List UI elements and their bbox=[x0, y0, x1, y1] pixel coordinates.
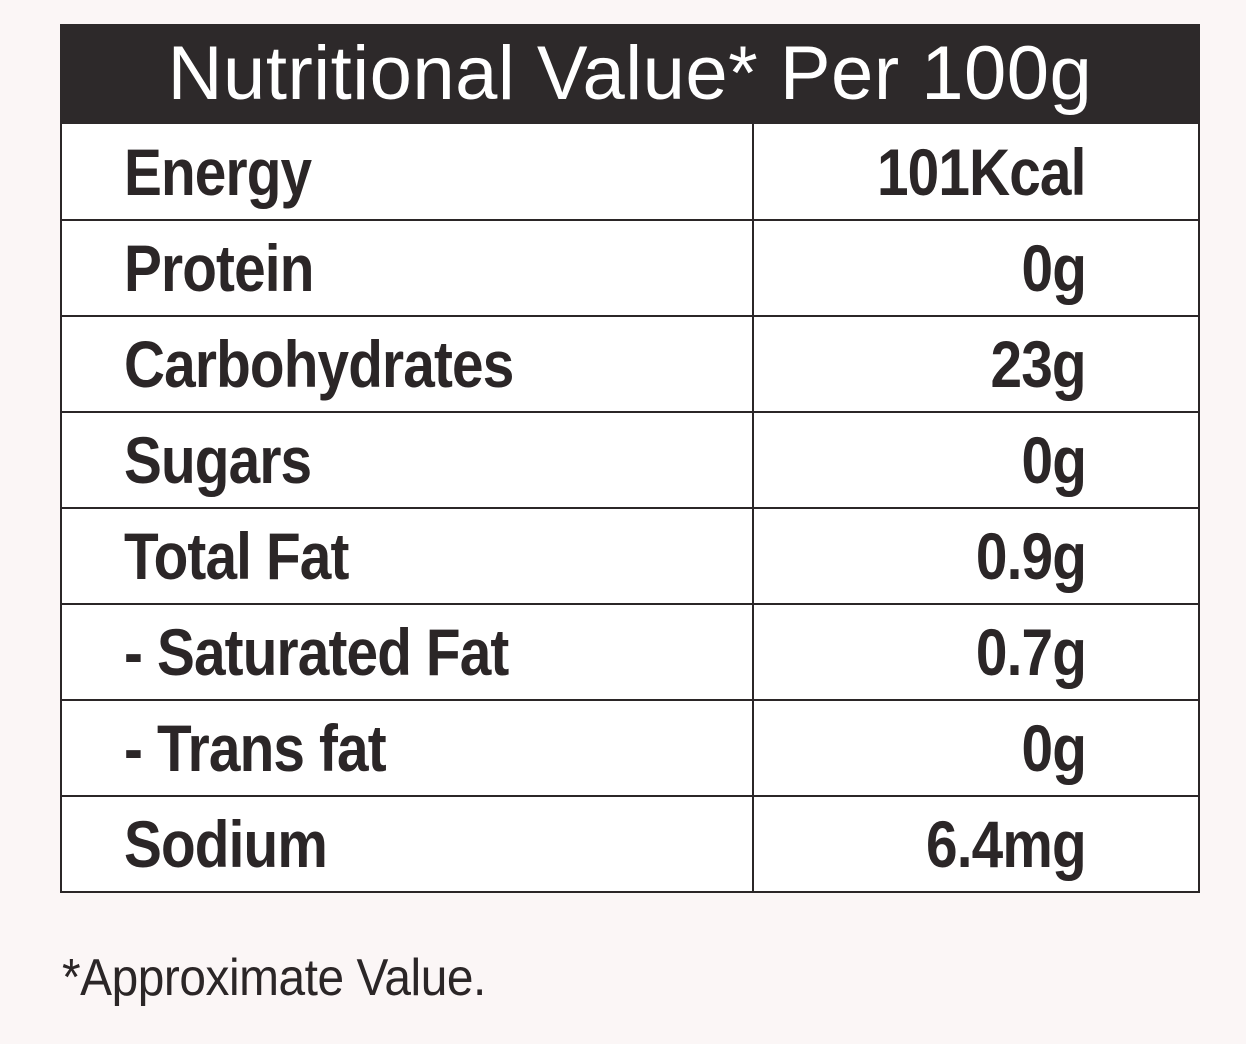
table-row: - Saturated Fat 0.7g bbox=[60, 603, 1200, 701]
nutrient-value: 6.4mg bbox=[752, 795, 1200, 893]
nutrient-label: Sugars bbox=[60, 411, 754, 509]
nutrient-label: - Saturated Fat bbox=[60, 603, 754, 701]
footnote: *Approximate Value. bbox=[62, 949, 486, 1007]
nutrient-label: Protein bbox=[60, 219, 754, 317]
nutrient-label: Carbohydrates bbox=[60, 315, 754, 413]
nutrient-value: 23g bbox=[752, 315, 1200, 413]
table-row: - Trans fat 0g bbox=[60, 699, 1200, 797]
table-row: Sodium 6.4mg bbox=[60, 795, 1200, 893]
table-row: Energy 101Kcal bbox=[60, 124, 1200, 221]
nutrition-table: Energy 101Kcal Protein 0g Carbohydrates … bbox=[60, 124, 1200, 893]
nutrition-title: Nutritional Value* Per 100g bbox=[60, 24, 1200, 124]
nutrient-value: 101Kcal bbox=[752, 124, 1200, 221]
nutrient-label: Total Fat bbox=[60, 507, 754, 605]
table-row: Total Fat 0.9g bbox=[60, 507, 1200, 605]
nutrient-value: 0.9g bbox=[752, 507, 1200, 605]
nutrient-label: - Trans fat bbox=[60, 699, 754, 797]
nutrient-label: Energy bbox=[60, 124, 754, 221]
nutrient-label: Sodium bbox=[60, 795, 754, 893]
table-row: Sugars 0g bbox=[60, 411, 1200, 509]
nutrient-value: 0.7g bbox=[752, 603, 1200, 701]
table-row: Protein 0g bbox=[60, 219, 1200, 317]
table-row: Carbohydrates 23g bbox=[60, 315, 1200, 413]
nutrient-value: 0g bbox=[752, 411, 1200, 509]
nutrient-value: 0g bbox=[752, 219, 1200, 317]
nutrition-panel: Nutritional Value* Per 100g Energy 101Kc… bbox=[60, 24, 1200, 893]
nutrient-value: 0g bbox=[752, 699, 1200, 797]
